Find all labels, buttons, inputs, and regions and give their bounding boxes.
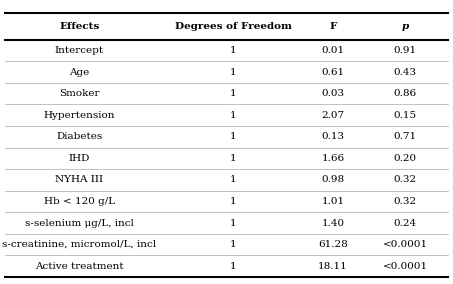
- Text: 0.03: 0.03: [321, 89, 345, 98]
- Text: Active treatment: Active treatment: [35, 262, 124, 271]
- Text: 1: 1: [230, 68, 236, 77]
- Text: NYHA III: NYHA III: [55, 176, 103, 184]
- Text: 0.86: 0.86: [394, 89, 417, 98]
- Text: 1: 1: [230, 132, 236, 141]
- Text: Intercept: Intercept: [55, 46, 104, 55]
- Text: 0.13: 0.13: [321, 132, 345, 141]
- Text: 1: 1: [230, 46, 236, 55]
- Text: 0.91: 0.91: [394, 46, 417, 55]
- Text: <0.0001: <0.0001: [383, 262, 428, 271]
- Text: 1.66: 1.66: [321, 154, 345, 163]
- Text: 1: 1: [230, 111, 236, 120]
- Text: 0.98: 0.98: [321, 176, 345, 184]
- Text: s-creatinine, micromol/L, incl: s-creatinine, micromol/L, incl: [2, 240, 156, 249]
- Text: Hypertension: Hypertension: [43, 111, 115, 120]
- Text: Age: Age: [69, 68, 89, 77]
- Text: 0.43: 0.43: [394, 68, 417, 77]
- Text: 0.71: 0.71: [394, 132, 417, 141]
- Text: 0.61: 0.61: [321, 68, 345, 77]
- Text: 2.07: 2.07: [321, 111, 345, 120]
- Text: 0.32: 0.32: [394, 176, 417, 184]
- Text: 1: 1: [230, 197, 236, 206]
- Text: s-selenium μg/L, incl: s-selenium μg/L, incl: [25, 218, 134, 227]
- Text: 1: 1: [230, 154, 236, 163]
- Text: Diabetes: Diabetes: [56, 132, 102, 141]
- Text: 0.15: 0.15: [394, 111, 417, 120]
- Text: 1.40: 1.40: [321, 218, 345, 227]
- Text: <0.0001: <0.0001: [383, 240, 428, 249]
- Text: 0.24: 0.24: [394, 218, 417, 227]
- Text: 0.32: 0.32: [394, 197, 417, 206]
- Text: 1: 1: [230, 262, 236, 271]
- Text: 0.01: 0.01: [321, 46, 345, 55]
- Text: 0.20: 0.20: [394, 154, 417, 163]
- Text: 1: 1: [230, 218, 236, 227]
- Text: 61.28: 61.28: [318, 240, 348, 249]
- Text: 1.01: 1.01: [321, 197, 345, 206]
- Text: 1: 1: [230, 240, 236, 249]
- Text: Effects: Effects: [59, 22, 99, 31]
- Text: Smoker: Smoker: [59, 89, 100, 98]
- Text: p: p: [402, 22, 409, 31]
- Text: F: F: [329, 22, 337, 31]
- Text: 1: 1: [230, 89, 236, 98]
- Text: IHD: IHD: [68, 154, 90, 163]
- Text: Degrees of Freedom: Degrees of Freedom: [175, 22, 292, 31]
- Text: Hb < 120 g/L: Hb < 120 g/L: [43, 197, 115, 206]
- Text: 18.11: 18.11: [318, 262, 348, 271]
- Text: 1: 1: [230, 176, 236, 184]
